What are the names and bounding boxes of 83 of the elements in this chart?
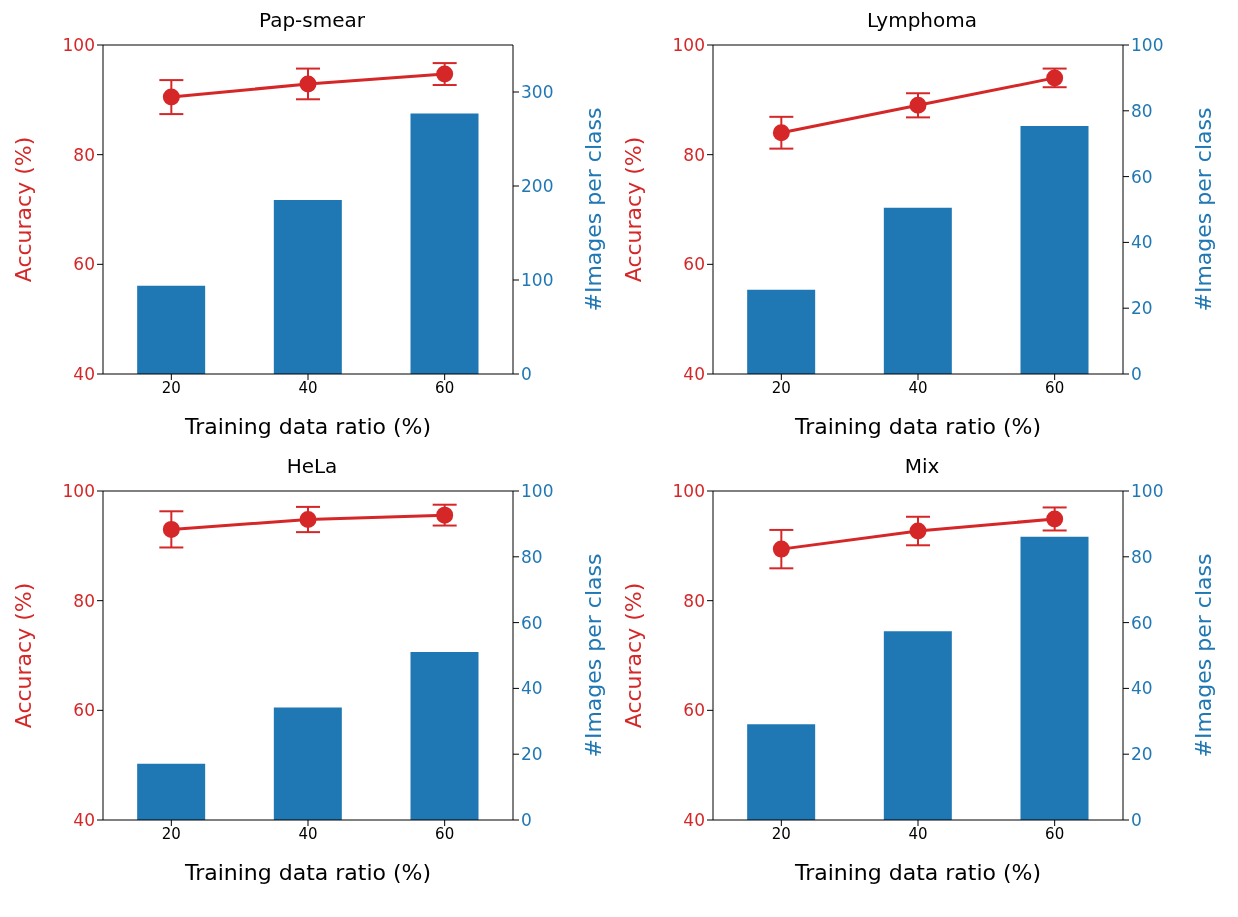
y2-tick-label: 60 <box>1131 166 1153 187</box>
y2-tick-label: 80 <box>1131 546 1153 567</box>
point <box>162 88 180 106</box>
x-tick-label: 20 <box>161 824 181 843</box>
y-tick-label: 80 <box>73 144 95 165</box>
bar <box>747 724 816 820</box>
x-axis-title: Training data ratio (%) <box>183 414 432 439</box>
y2-tick-label: 200 <box>521 176 554 197</box>
x-axis-title: Training data ratio (%) <box>183 860 432 885</box>
y2-axis-title: #Images per class <box>1190 553 1216 758</box>
y-tick-label: 100 <box>62 481 95 502</box>
y2-tick-label: 100 <box>1131 35 1164 56</box>
y2-tick-label: 20 <box>1131 744 1153 765</box>
y2-tick-label: 40 <box>521 678 543 699</box>
y2-tick-label: 60 <box>521 612 543 633</box>
y-tick-label: 100 <box>62 35 95 56</box>
y2-tick-label: 0 <box>521 364 532 385</box>
y2-tick-label: 0 <box>1131 810 1142 831</box>
bar <box>273 707 342 820</box>
y2-tick-label: 20 <box>1131 298 1153 319</box>
y-axis-title: Accuracy (%) <box>620 582 646 729</box>
x-tick-label: 60 <box>1045 378 1065 397</box>
chart-title: Mix <box>903 454 941 480</box>
chart-title: HeLa <box>285 454 339 480</box>
point <box>772 124 790 142</box>
point <box>909 96 927 114</box>
y2-tick-label: 0 <box>521 810 532 831</box>
bar <box>137 763 206 820</box>
y2-tick-label: 80 <box>521 546 543 567</box>
y2-tick-label: 80 <box>1131 100 1153 121</box>
bar <box>410 113 479 374</box>
x-tick-label: 40 <box>908 824 928 843</box>
point <box>1046 69 1064 87</box>
y-tick-label: 100 <box>672 481 705 502</box>
y2-tick-label: 100 <box>1131 481 1164 502</box>
y-axis-title: Accuracy (%) <box>10 582 36 729</box>
y2-tick-label: 300 <box>521 82 554 103</box>
bar <box>137 285 206 374</box>
bar <box>273 200 342 374</box>
y-tick-label: 60 <box>73 700 95 721</box>
x-tick-label: 40 <box>298 378 318 397</box>
x-tick-label: 40 <box>908 378 928 397</box>
y-tick-label: 60 <box>683 254 705 275</box>
y2-tick-label: 40 <box>1131 678 1153 699</box>
x-tick-label: 40 <box>298 824 318 843</box>
y-axis-title: Accuracy (%) <box>10 136 36 283</box>
bar <box>410 651 479 820</box>
point <box>436 65 454 83</box>
y2-axis-title: #Images per class <box>580 107 606 312</box>
y-tick-label: 60 <box>73 254 95 275</box>
y2-tick-label: 20 <box>521 744 543 765</box>
point <box>1046 510 1064 528</box>
y-axis-title: Accuracy (%) <box>620 136 646 283</box>
bar <box>747 289 816 374</box>
bar <box>883 207 952 374</box>
point <box>772 540 790 558</box>
y-tick-label: 60 <box>683 700 705 721</box>
y2-tick-label: 0 <box>1131 364 1142 385</box>
x-axis-title: Training data ratio (%) <box>793 860 1042 885</box>
x-tick-label: 20 <box>161 378 181 397</box>
y-tick-label: 80 <box>683 144 705 165</box>
point <box>909 522 927 540</box>
y2-axis-title: #Images per class <box>580 553 606 758</box>
x-tick-label: 60 <box>435 378 455 397</box>
bar <box>1020 536 1089 820</box>
point <box>299 75 317 93</box>
y-tick-label: 80 <box>683 590 705 611</box>
y2-axis-title: #Images per class <box>1190 107 1216 312</box>
x-tick-label: 20 <box>771 824 791 843</box>
y2-tick-label: 40 <box>1131 232 1153 253</box>
x-tick-label: 20 <box>771 378 791 397</box>
y-tick-label: 100 <box>672 35 705 56</box>
y2-tick-label: 100 <box>521 481 554 502</box>
chart-title: Pap-smear <box>258 8 366 34</box>
x-tick-label: 60 <box>435 824 455 843</box>
y2-tick-label: 60 <box>1131 612 1153 633</box>
y2-tick-label: 100 <box>521 270 554 291</box>
bar <box>883 631 952 820</box>
chart-title: Lymphoma <box>866 8 978 34</box>
bar <box>1020 125 1089 374</box>
x-tick-label: 60 <box>1045 824 1065 843</box>
x-axis-title: Training data ratio (%) <box>793 414 1042 439</box>
y-tick-label: 80 <box>73 590 95 611</box>
